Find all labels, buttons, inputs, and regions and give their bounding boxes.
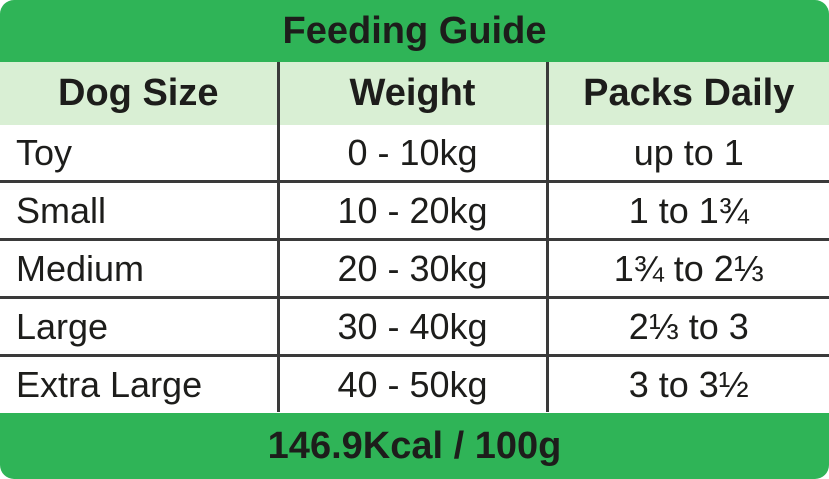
column-header: Weight xyxy=(276,62,547,125)
table-cell: up to 1 xyxy=(545,125,829,182)
table-body: Toy 0 - 10kg up to 1 Small 10 - 20kg 1 to 1¾ M… xyxy=(0,125,829,412)
table-cell: 0 - 10kg xyxy=(276,125,547,182)
table-cell: 30 - 40kg xyxy=(276,296,547,356)
table-cell: Medium xyxy=(0,238,278,298)
table-cell: 40 - 50kg xyxy=(276,354,547,412)
table-row: Large 30 - 40kg 2⅓ to 3 xyxy=(0,296,829,356)
table-cell: 3 to 3½ xyxy=(545,354,829,412)
table-cell: Small xyxy=(0,180,278,240)
footer: 146.9Kcal / 100g xyxy=(0,413,829,479)
table-cell: 20 - 30kg xyxy=(276,238,547,298)
table-row: Small 10 - 20kg 1 to 1¾ xyxy=(0,180,829,240)
table-cell: 1 to 1¾ xyxy=(545,180,829,240)
column-header: Dog Size xyxy=(0,62,278,125)
feeding-table: Dog Size Weight Packs Daily Toy 0 - 10kg up … xyxy=(0,62,829,412)
table-cell: 10 - 20kg xyxy=(276,180,547,240)
table-cell: 1¾ to 2⅓ xyxy=(545,238,829,298)
column-header: Packs Daily xyxy=(545,62,829,125)
table-cell: 2⅓ to 3 xyxy=(545,296,829,356)
table-cell: Extra Large xyxy=(0,354,278,412)
table-row: Medium 20 - 30kg 1¾ to 2⅓ xyxy=(0,238,829,298)
table-row: Toy 0 - 10kg up to 1 xyxy=(0,125,829,182)
title: Feeding Guide xyxy=(0,0,829,62)
table-cell: Large xyxy=(0,296,278,356)
table-row: Extra Large 40 - 50kg 3 to 3½ xyxy=(0,354,829,412)
table-cell: Toy xyxy=(16,131,73,173)
header-row: Dog Size Weight Packs Daily xyxy=(0,62,829,125)
